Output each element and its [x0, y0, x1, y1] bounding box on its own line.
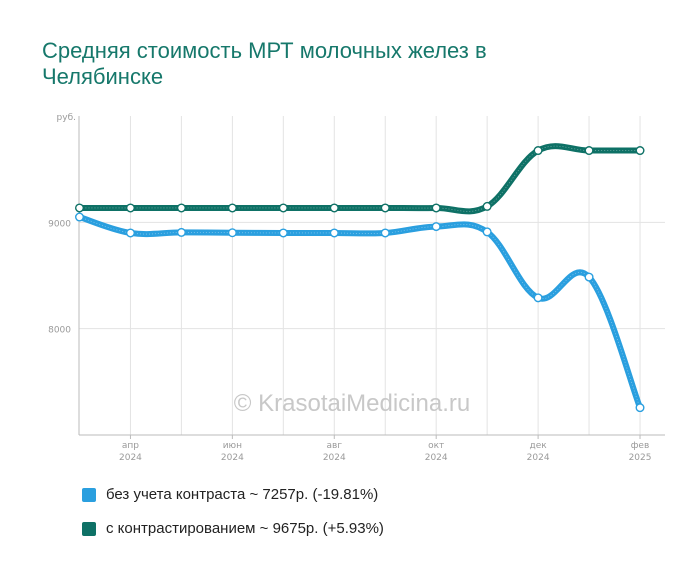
data-point-series-2 [533, 146, 543, 156]
legend-swatch-series-1 [82, 487, 96, 502]
series-line-highlight-1 [79, 216, 641, 408]
data-point-series-2 [635, 146, 645, 156]
data-point-series-1 [329, 228, 339, 238]
data-point-series-2 [431, 203, 441, 213]
data-point-series-2 [584, 146, 594, 156]
x-tick-label-month: окт [428, 441, 444, 451]
points-group [74, 146, 645, 413]
y-unit-label: руб. [57, 113, 76, 123]
legend-item-series-2[interactable]: с контрастированием ~ 9675р. (+5.93%) [82, 520, 384, 537]
x-tick-label-month: авг [327, 441, 343, 451]
data-point-series-1 [125, 228, 135, 238]
series-line-2 [76, 143, 644, 215]
data-point-series-1 [227, 228, 237, 238]
watermark: © KrasotaiMedicina.ru [234, 390, 470, 417]
data-point-series-2 [329, 203, 339, 213]
data-point-series-1 [533, 293, 543, 303]
data-point-series-2 [380, 203, 390, 213]
x-tick-label-year: 2025 [629, 453, 652, 463]
data-point-series-2 [74, 203, 84, 213]
chart-title: Средняя стоимость МРТ молочных желез в Ч… [42, 38, 487, 89]
data-point-series-2 [125, 203, 135, 213]
legend-label-series-1: без учета контраста ~ 7257р. (-19.81%) [106, 486, 379, 503]
x-tick-label-year: 2024 [527, 453, 550, 463]
data-point-series-2 [278, 203, 288, 213]
data-point-series-1 [278, 228, 288, 238]
x-tick-label-year: 2024 [221, 453, 244, 463]
legend-label-series-2: с контрастированием ~ 9675р. (+5.93%) [106, 520, 384, 537]
grid [79, 116, 665, 435]
x-tick-label-year: 2024 [119, 453, 142, 463]
data-point-series-1 [380, 228, 390, 238]
series-line-1 [76, 214, 644, 411]
data-point-series-1 [584, 272, 594, 282]
x-tick-label-year: 2024 [323, 453, 346, 463]
y-tick-label: 8000 [48, 326, 71, 336]
data-point-series-1 [74, 212, 84, 222]
data-point-series-2 [227, 203, 237, 213]
data-point-series-2 [482, 201, 492, 211]
data-point-series-1 [431, 222, 441, 232]
y-tick-label: 9000 [48, 219, 71, 229]
x-tick-label-month: апр [122, 441, 139, 451]
data-point-series-1 [482, 227, 492, 237]
x-tick-label-month: дек [530, 441, 548, 451]
data-point-series-1 [176, 227, 186, 237]
legend-swatch-series-2 [82, 521, 96, 536]
x-tick-label-year: 2024 [425, 453, 448, 463]
series-line-highlight-2 [79, 145, 641, 212]
axes: 8000 9000 руб. апр 2024 июн 2024 авг 2024 окт 2024… [48, 113, 665, 463]
series-group [76, 143, 644, 411]
legend-item-series-1[interactable]: без учета контраста ~ 7257р. (-19.81%) [82, 486, 378, 503]
x-tick-label-month: июн [223, 441, 242, 451]
data-point-series-1 [635, 403, 645, 413]
x-tick-label-month: фев [631, 441, 650, 451]
data-point-series-2 [176, 203, 186, 213]
